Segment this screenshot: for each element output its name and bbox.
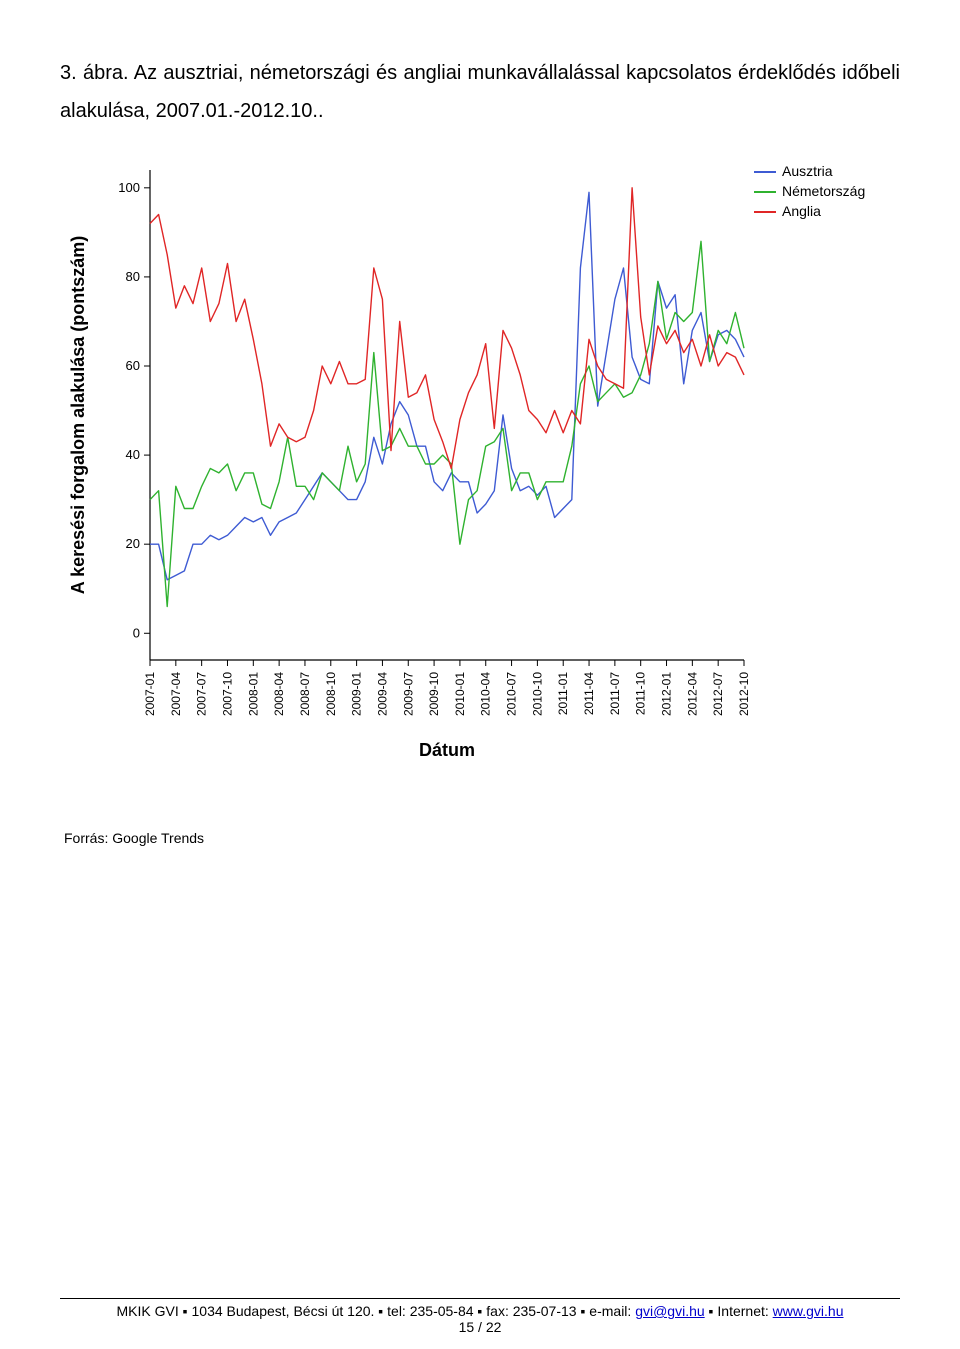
svg-text:2012-04: 2012-04 <box>685 672 699 716</box>
svg-text:Anglia: Anglia <box>782 203 821 219</box>
footer-divider <box>60 1298 900 1299</box>
footer-mail: gvi@gvi.hu <box>635 1303 704 1319</box>
svg-text:2012-01: 2012-01 <box>660 672 674 716</box>
footer-text: MKIK GVI ▪ 1034 Budapest, Bécsi út 120. … <box>60 1303 900 1319</box>
svg-text:2007-07: 2007-07 <box>195 672 209 716</box>
footer-url: www.gvi.hu <box>773 1303 844 1319</box>
svg-text:2007-10: 2007-10 <box>220 672 234 716</box>
svg-text:2010-04: 2010-04 <box>479 672 493 716</box>
svg-text:20: 20 <box>126 536 140 551</box>
svg-text:2010-01: 2010-01 <box>453 672 467 716</box>
svg-text:2007-01: 2007-01 <box>143 672 157 716</box>
svg-text:2009-04: 2009-04 <box>375 672 389 716</box>
svg-text:40: 40 <box>126 447 140 462</box>
svg-text:Dátum: Dátum <box>419 740 475 760</box>
footer-left: MKIK GVI ▪ 1034 Budapest, Bécsi út 120. … <box>117 1303 636 1319</box>
footer-mid: ▪ Internet: <box>705 1303 773 1319</box>
svg-text:2011-10: 2011-10 <box>634 672 648 715</box>
trend-chart: 0 20 40 60 80 100 A keresési forgalom alakulás… <box>54 150 894 790</box>
svg-text:Németország: Németország <box>782 183 865 199</box>
svg-text:A keresési forgalom alakulása: A keresési forgalom alakulása (pontszám) <box>68 236 88 594</box>
svg-text:2009-07: 2009-07 <box>401 672 415 716</box>
svg-text:Ausztria: Ausztria <box>782 163 833 179</box>
figure-caption: 3. ábra. Az ausztriai, németországi és a… <box>60 54 900 130</box>
svg-text:2009-10: 2009-10 <box>427 672 441 716</box>
svg-text:2011-01: 2011-01 <box>556 672 570 715</box>
svg-text:80: 80 <box>126 269 140 284</box>
page-footer: MKIK GVI ▪ 1034 Budapest, Bécsi út 120. … <box>60 1298 900 1335</box>
svg-text:2012-07: 2012-07 <box>711 672 725 716</box>
svg-text:2008-07: 2008-07 <box>298 672 312 716</box>
svg-text:2007-04: 2007-04 <box>169 672 183 716</box>
chart-source: Forrás: Google Trends <box>64 830 900 846</box>
svg-text:2010-07: 2010-07 <box>505 672 519 716</box>
svg-text:2012-10: 2012-10 <box>737 672 751 716</box>
svg-text:2011-04: 2011-04 <box>582 672 596 715</box>
svg-text:2008-01: 2008-01 <box>246 672 260 716</box>
svg-text:2010-10: 2010-10 <box>530 672 544 716</box>
svg-text:2008-04: 2008-04 <box>272 672 286 716</box>
svg-text:100: 100 <box>118 180 140 195</box>
footer-page-number: 15 / 22 <box>60 1319 900 1335</box>
svg-text:2011-07: 2011-07 <box>608 672 622 715</box>
svg-text:0: 0 <box>133 625 140 640</box>
svg-text:2008-10: 2008-10 <box>324 672 338 716</box>
svg-text:2009-01: 2009-01 <box>350 672 364 716</box>
svg-text:60: 60 <box>126 358 140 373</box>
